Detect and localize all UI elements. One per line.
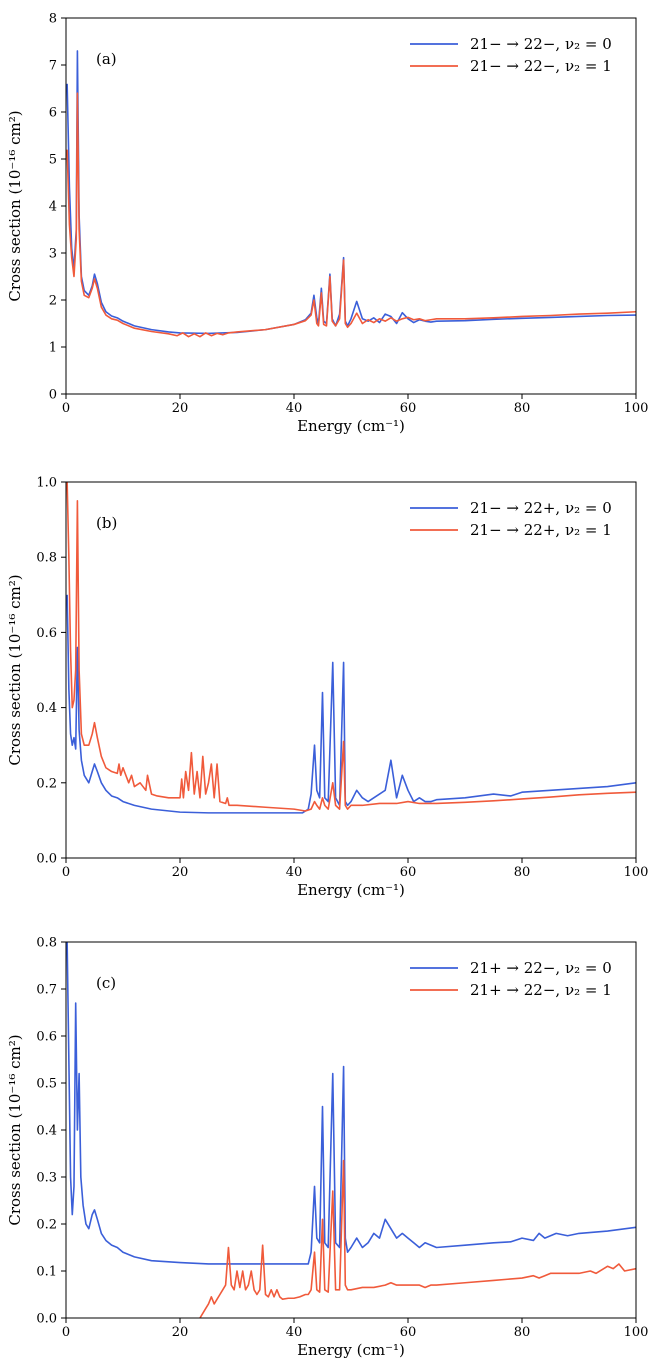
y-tick-label: 0.4 bbox=[36, 701, 57, 716]
x-tick-label: 20 bbox=[172, 865, 189, 880]
legend-label-1: 21− → 22−, ν₂ = 0 bbox=[470, 35, 612, 53]
y-axis-label: Cross section (10⁻¹⁶ cm²) bbox=[6, 110, 24, 301]
x-tick-label: 100 bbox=[624, 401, 649, 416]
x-tick-label: 0 bbox=[62, 1325, 70, 1340]
legend-label-1: 21+ → 22−, ν₂ = 0 bbox=[470, 959, 612, 977]
y-tick-label: 0.4 bbox=[36, 1124, 57, 1139]
y-tick-label: 0 bbox=[49, 388, 57, 403]
y-tick-label: 8 bbox=[49, 12, 57, 27]
x-tick-label: 80 bbox=[514, 865, 531, 880]
y-tick-label: 2 bbox=[49, 294, 57, 309]
y-tick-label: 0.3 bbox=[36, 1171, 57, 1186]
y-tick-label: 4 bbox=[49, 200, 57, 215]
y-tick-label: 3 bbox=[49, 247, 57, 262]
x-tick-label: 100 bbox=[624, 865, 649, 880]
y-tick-label: 0.5 bbox=[36, 1077, 57, 1092]
legend-label-2: 21− → 22+, ν₂ = 1 bbox=[470, 521, 612, 539]
y-tick-label: 5 bbox=[49, 153, 57, 168]
x-tick-label: 80 bbox=[514, 401, 531, 416]
series-line-2 bbox=[66, 92, 636, 338]
panel-label: (c) bbox=[96, 974, 116, 992]
chart-panel-3: 0 20 40 60 80 100 0.0 0.1 0.2 0.3 0.4 0.5 0.6 0.7 0.8 E… bbox=[6, 936, 648, 1360]
panel-label: (b) bbox=[96, 514, 117, 532]
x-tick-label: 0 bbox=[62, 401, 70, 416]
x-tick-label: 20 bbox=[172, 1325, 189, 1340]
y-tick-label: 0.6 bbox=[36, 626, 57, 641]
chart-panel-1: 0 20 40 60 80 100 0 1 2 3 4 5 6 7 8 Energy (cm⁻¹) Cross … bbox=[6, 12, 648, 436]
y-axis-label: Cross section (10⁻¹⁶ cm²) bbox=[6, 1034, 24, 1225]
x-tick-label: 60 bbox=[400, 865, 417, 880]
chart-panel-2: 0 20 40 60 80 100 0.0 0.2 0.4 0.6 0.8 1.0 Energy (cm… bbox=[6, 476, 648, 900]
series-line-1 bbox=[66, 942, 636, 1265]
x-axis-label: Energy (cm⁻¹) bbox=[297, 1341, 405, 1359]
x-tick-label: 80 bbox=[514, 1325, 531, 1340]
y-tick-label: 0.8 bbox=[36, 936, 57, 951]
series-line-1 bbox=[66, 50, 636, 335]
y-tick-label: 0.2 bbox=[36, 1218, 57, 1233]
y-tick-label: 7 bbox=[49, 59, 57, 74]
panel-label: (a) bbox=[96, 50, 117, 68]
x-tick-label: 60 bbox=[400, 401, 417, 416]
x-tick-label: 60 bbox=[400, 1325, 417, 1340]
series-line-1 bbox=[66, 594, 636, 814]
x-tick-label: 100 bbox=[624, 1325, 649, 1340]
y-tick-label: 0.8 bbox=[36, 551, 57, 566]
y-tick-label: 0.7 bbox=[36, 983, 57, 998]
x-tick-label: 0 bbox=[62, 865, 70, 880]
y-tick-label: 1 bbox=[49, 341, 57, 356]
y-tick-label: 0.6 bbox=[36, 1030, 57, 1045]
y-tick-label: 0.1 bbox=[36, 1265, 57, 1280]
legend-label-2: 21− → 22−, ν₂ = 1 bbox=[470, 57, 612, 75]
series-line-2 bbox=[66, 482, 636, 812]
y-tick-label: 0.0 bbox=[36, 1312, 57, 1327]
y-tick-label: 0.2 bbox=[36, 776, 57, 791]
x-tick-label: 20 bbox=[172, 401, 189, 416]
x-axis-label: Energy (cm⁻¹) bbox=[297, 881, 405, 899]
y-tick-label: 1.0 bbox=[36, 476, 57, 491]
plot-frame bbox=[65, 481, 637, 859]
legend-label-1: 21− → 22+, ν₂ = 0 bbox=[470, 499, 612, 517]
x-tick-label: 40 bbox=[286, 865, 303, 880]
y-tick-label: 6 bbox=[49, 106, 57, 121]
y-axis-label: Cross section (10⁻¹⁶ cm²) bbox=[6, 574, 24, 765]
x-tick-label: 40 bbox=[286, 401, 303, 416]
x-axis-label: Energy (cm⁻¹) bbox=[297, 417, 405, 435]
legend-label-2: 21+ → 22−, ν₂ = 1 bbox=[470, 981, 612, 999]
y-tick-label: 0.0 bbox=[36, 852, 57, 867]
series-line-2 bbox=[199, 1159, 636, 1318]
x-tick-label: 40 bbox=[286, 1325, 303, 1340]
